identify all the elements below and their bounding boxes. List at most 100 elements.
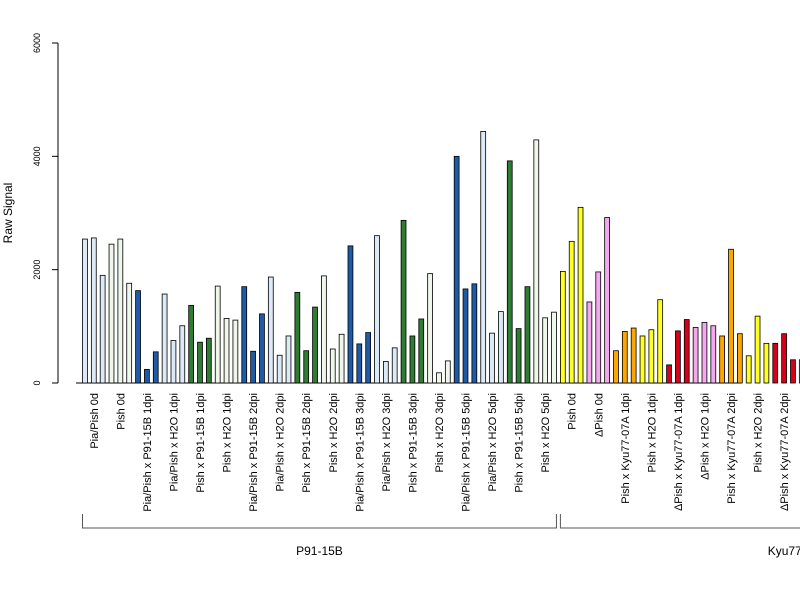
category-label: Pish x H2O 1dpi <box>222 393 234 472</box>
bar <box>197 341 203 384</box>
bar <box>382 361 389 384</box>
bar <box>719 335 726 384</box>
bar <box>568 240 575 384</box>
bar <box>728 248 734 384</box>
bar <box>223 317 230 384</box>
bar <box>427 273 433 384</box>
group-label: P91-15B <box>296 544 343 558</box>
bar <box>276 354 283 384</box>
category-label: Pia/Pish x H2O 3dpi <box>381 393 393 491</box>
category-label: ΔPish 0d <box>593 393 605 437</box>
category-label: Pia/Pish x P91-15B 5dpi <box>461 393 473 512</box>
group-brackets: P91-15B Kyu77-07A <box>82 514 800 558</box>
bar <box>630 327 637 384</box>
bar <box>781 333 787 384</box>
bar <box>666 364 672 384</box>
category-label: Pish x P91-15B 1dpi <box>195 393 207 493</box>
bar <box>135 290 141 384</box>
bar <box>745 355 752 384</box>
bar <box>267 276 274 384</box>
bar <box>188 304 194 384</box>
bar <box>462 288 469 384</box>
bar <box>126 282 133 384</box>
y-tick-label: 6000 <box>32 33 42 53</box>
bar <box>338 333 345 384</box>
bars-layer <box>82 130 800 384</box>
bar <box>312 306 318 384</box>
bar <box>763 342 770 384</box>
bar <box>179 325 186 384</box>
bar <box>453 155 460 384</box>
category-label: Pish x Kyu77-07A 2dpi <box>726 393 738 504</box>
bar <box>214 285 221 384</box>
y-axis-label: Raw Signal <box>1 183 15 244</box>
bar <box>409 335 416 384</box>
bar <box>595 271 602 384</box>
y-tick-label: 2000 <box>32 260 42 280</box>
category-label: ΔPish x Kyu77-07A 2dpi <box>779 393 791 511</box>
bar <box>241 286 248 384</box>
bar <box>391 347 398 384</box>
bar <box>303 350 310 384</box>
bar <box>170 340 177 384</box>
bar <box>542 317 549 384</box>
bar <box>471 283 478 384</box>
category-labels: Pia/Pish 0d Pish 0d Pia/Pish x P91-15B 1dp… <box>89 393 791 512</box>
bar <box>604 217 610 384</box>
category-label: Pia/Pish x H2O 1dpi <box>168 393 180 491</box>
y-axis-ticks: 0 2000 4000 6000 <box>32 33 58 386</box>
bar <box>321 275 327 384</box>
bar <box>82 238 88 384</box>
category-label: Pia/Pish x H2O 5dpi <box>487 393 499 491</box>
bar <box>285 335 292 384</box>
bar <box>710 325 717 384</box>
bar <box>259 313 265 384</box>
bar <box>533 139 540 384</box>
bar <box>117 238 124 384</box>
bar <box>205 337 212 384</box>
bar <box>444 360 451 384</box>
bar <box>436 372 442 384</box>
bar <box>99 274 106 384</box>
bar <box>657 299 664 384</box>
category-label: ΔPish x H2O 1dpi <box>699 393 711 480</box>
bar <box>683 319 690 384</box>
bar <box>329 348 336 384</box>
bar <box>480 130 487 384</box>
bar <box>108 243 115 384</box>
bar <box>356 343 363 384</box>
bar <box>524 286 531 384</box>
category-label: Pish x H2O 2dpi <box>753 393 765 472</box>
category-label: Pish x H2O 1dpi <box>646 393 658 472</box>
bar <box>648 329 655 384</box>
bar <box>551 311 557 384</box>
bar <box>365 332 372 384</box>
category-label: Pish x Kyu77-07A 1dpi <box>620 393 632 504</box>
bar <box>772 342 779 384</box>
bar <box>250 350 256 384</box>
bar <box>506 160 513 384</box>
bar <box>754 315 761 384</box>
bar <box>144 368 150 384</box>
bar <box>560 270 566 384</box>
group-label: Kyu77-07A <box>768 544 800 558</box>
category-label: Pia/Pish x H2O 2dpi <box>275 393 287 491</box>
category-label: Pish x P91-15B 2dpi <box>301 393 313 493</box>
category-label: Pish x H2O 5dpi <box>540 393 552 472</box>
category-label: Pish x H2O 2dpi <box>328 393 340 472</box>
category-label: Pish 0d <box>115 393 127 430</box>
bar <box>613 350 619 384</box>
y-tick-label: 0 <box>32 380 42 385</box>
bar <box>90 237 97 384</box>
bar <box>161 293 168 384</box>
bar <box>790 359 796 384</box>
category-label: Pia/Pish 0d <box>89 393 101 449</box>
bar <box>347 245 354 384</box>
bar <box>489 332 495 384</box>
group-bracket <box>82 514 557 529</box>
bar <box>418 318 425 384</box>
bar <box>515 328 522 384</box>
bar <box>639 335 646 384</box>
bar <box>498 311 504 384</box>
